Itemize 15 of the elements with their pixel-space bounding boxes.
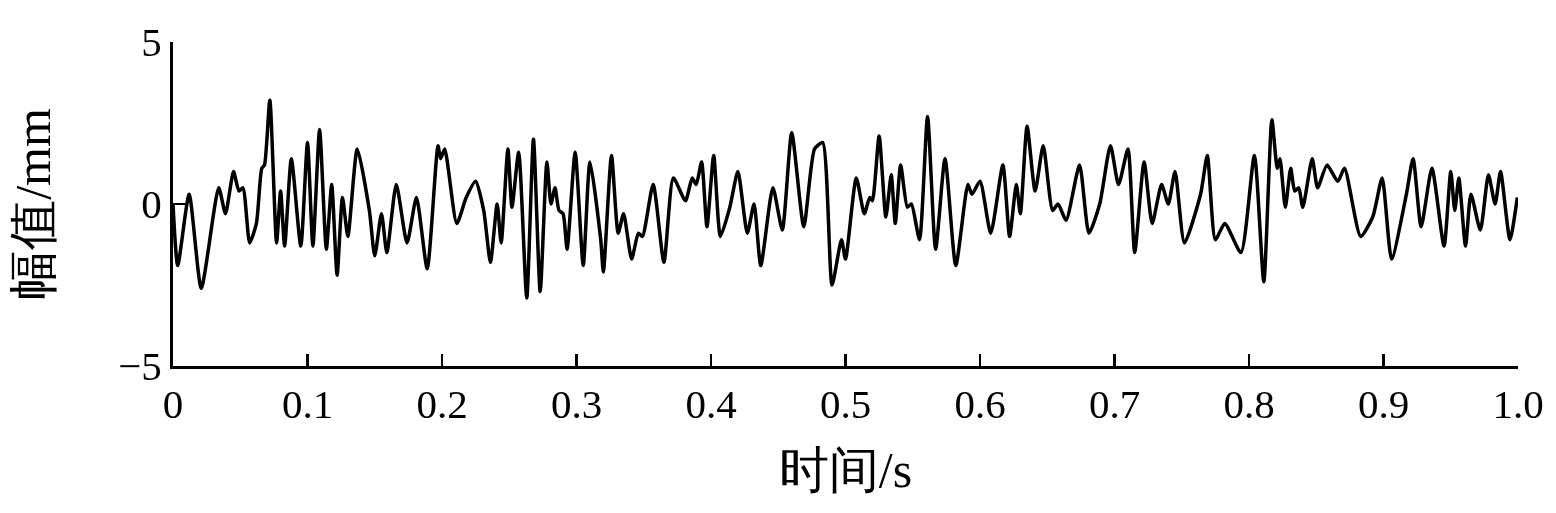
x-axis-title: 时间/s (778, 441, 913, 498)
x-tick-label: 0.1 (281, 381, 334, 428)
x-tick-label: 0.3 (550, 381, 603, 428)
x-tick-label: 0.4 (685, 381, 737, 428)
y-tick-label: 0 (141, 181, 162, 228)
x-tick-label: 0.5 (819, 381, 872, 428)
x-tick-label: 0.2 (416, 381, 468, 428)
x-tick-label: 0.9 (1357, 381, 1410, 428)
x-tick-label: 0.7 (1088, 381, 1141, 428)
y-tick-label: 5 (141, 19, 162, 66)
x-tick-label: 0.8 (1223, 381, 1275, 428)
y-axis-title: 幅值/mm (5, 108, 62, 300)
y-tick-label: −5 (118, 343, 162, 390)
x-tick-label: 0.6 (954, 381, 1006, 428)
x-tick-label: 1.0 (1492, 381, 1544, 428)
